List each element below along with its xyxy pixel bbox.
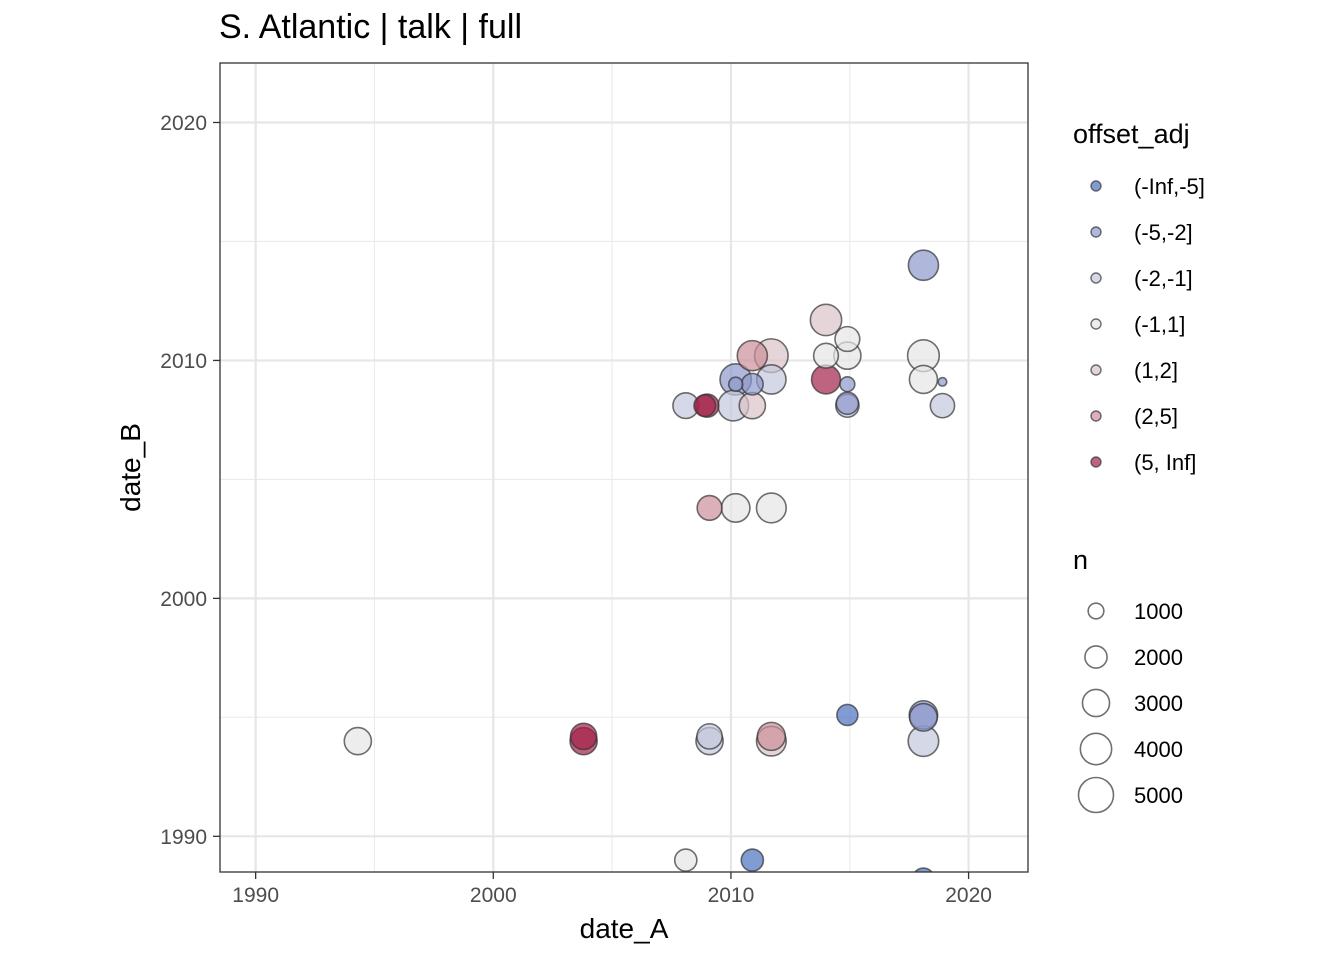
scatter-point-22	[738, 391, 767, 420]
color-legend-label-6: (5, Inf]	[1134, 450, 1196, 475]
x-tick-label-1: 2000	[470, 884, 517, 907]
color-legend: offset_adj (-Inf,-5] (-5,-2] (-2,-1] (-1,1] (…	[1073, 119, 1205, 475]
size-legend-label-3: 4000	[1134, 737, 1183, 762]
size-legend-key-3	[1079, 732, 1113, 766]
y-tick-label-0: 1990	[160, 826, 207, 849]
scatter-point-21	[569, 722, 598, 751]
plot-panel-border	[219, 62, 1029, 873]
scatter-point-37	[836, 703, 859, 727]
x-tick-label-2: 2010	[708, 884, 755, 907]
x-tick-label-0: 1990	[232, 884, 279, 907]
scatter-point-9	[755, 492, 787, 524]
scatter-point-36	[740, 372, 764, 396]
size-legend-key-1	[1084, 645, 1108, 669]
color-legend-title: offset_adj	[1073, 119, 1190, 149]
scatter-point-33	[913, 867, 933, 872]
color-legend-key-3	[1090, 318, 1102, 330]
y-axis-label: date_B	[115, 423, 146, 512]
grid-major	[220, 63, 1028, 872]
size-legend-label-1: 2000	[1134, 645, 1183, 670]
points-layer	[343, 249, 956, 872]
color-legend-label-2: (-2,-1]	[1134, 266, 1193, 291]
y-axis: 1990 2000 2010 2020	[160, 112, 220, 849]
size-legend-label-0: 1000	[1134, 599, 1183, 624]
scatter-point-3	[809, 303, 843, 337]
scatter-point-31	[673, 848, 698, 872]
scatter-point-35	[693, 394, 717, 418]
scatter-point-6	[736, 339, 769, 372]
scatter-point-25	[696, 494, 723, 522]
size-legend-key-0	[1087, 602, 1105, 620]
color-legend-label-3: (-1,1]	[1134, 312, 1185, 337]
y-tick-label-1: 2000	[160, 588, 207, 611]
scatter-point-28	[929, 392, 956, 419]
color-legend-key-1	[1090, 226, 1102, 238]
color-legend-label-5: (2,5]	[1134, 404, 1178, 429]
color-legend-key-2	[1090, 272, 1102, 284]
scatter-point-26	[812, 342, 840, 369]
scatter-point-17	[343, 726, 373, 756]
size-legend-key-2	[1081, 688, 1111, 718]
scatter-point-39	[727, 376, 744, 393]
scatter-point-11	[810, 364, 842, 395]
scatter-point-34	[835, 391, 860, 416]
scatter-point-24	[696, 722, 723, 750]
size-legend-key-4	[1077, 776, 1115, 814]
x-axis-label: date_A	[580, 913, 669, 944]
color-legend-label-4: (1,2]	[1134, 358, 1178, 383]
scatter-point-32	[740, 848, 765, 872]
scatter-point-13	[720, 492, 751, 523]
color-legend-key-5	[1090, 410, 1102, 422]
scatter-point-7	[907, 249, 940, 282]
size-legend: n 1000 2000 3000 4000 5000	[1073, 545, 1183, 814]
scatter-point-15	[908, 364, 939, 395]
color-legend-label-1: (-5,-2]	[1134, 220, 1193, 245]
y-tick-label-2: 2010	[160, 350, 207, 373]
color-legend-key-4	[1090, 364, 1102, 376]
size-legend-label-4: 5000	[1134, 783, 1183, 808]
scatter-point-14	[756, 721, 787, 752]
scatter-point-16	[908, 702, 939, 732]
scatter-point-40	[937, 376, 948, 387]
scatter-point-27	[834, 325, 861, 353]
chart-title: S. Atlantic | talk | full	[219, 8, 523, 46]
y-tick-label-3: 2020	[160, 112, 207, 135]
grid-minor	[220, 63, 1028, 872]
scatter-point-38	[839, 375, 856, 393]
x-tick-label-3: 2020	[945, 884, 992, 907]
size-legend-label-2: 3000	[1134, 691, 1183, 716]
color-legend-key-6	[1090, 456, 1102, 468]
color-legend-key-0	[1090, 180, 1102, 192]
color-legend-label-0: (-Inf,-5]	[1134, 174, 1205, 199]
x-axis: 1990 2000 2010 2020	[232, 872, 992, 907]
size-legend-title: n	[1073, 545, 1088, 575]
